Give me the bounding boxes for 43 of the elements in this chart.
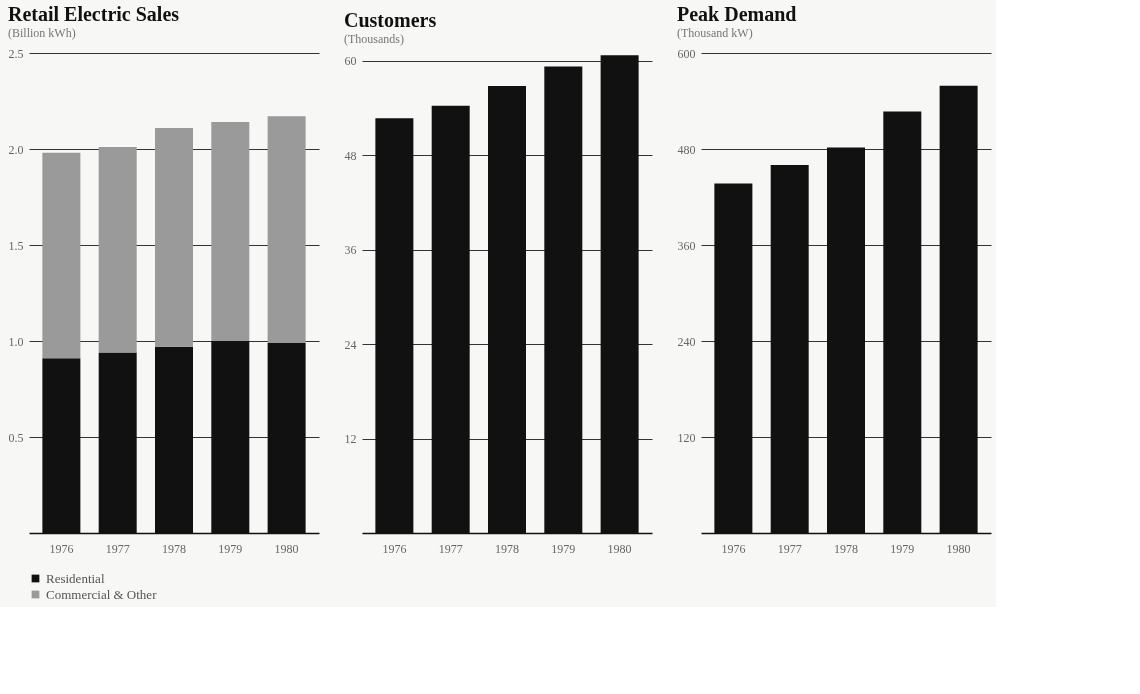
x-tick-label: 1980 bbox=[274, 541, 299, 556]
x-tick-label: 1977 bbox=[438, 541, 463, 556]
y-tick-label: 480 bbox=[677, 142, 696, 157]
bar bbox=[267, 116, 306, 343]
x-tick-label: 1980 bbox=[607, 541, 632, 556]
y-tick-label: 0.5 bbox=[8, 430, 24, 445]
bar bbox=[98, 147, 137, 353]
x-tick-label: 1978 bbox=[495, 541, 519, 556]
y-tick-label: 2.5 bbox=[8, 46, 24, 61]
chart-subtitle: (Billion kWh) bbox=[8, 26, 76, 40]
x-tick-label: 1977 bbox=[777, 541, 802, 556]
legend-label: Commercial & Other bbox=[46, 586, 158, 602]
y-tick-label: 12 bbox=[344, 432, 357, 447]
chart-title: Peak Demand bbox=[677, 3, 797, 25]
x-tick-label: 1979 bbox=[218, 541, 243, 556]
x-tick-label: 1976 bbox=[49, 541, 74, 556]
y-tick-label: 360 bbox=[677, 238, 696, 253]
y-tick-label: 48 bbox=[344, 148, 357, 163]
x-tick-label: 1976 bbox=[721, 541, 746, 556]
chart-subtitle: (Thousand kW) bbox=[677, 26, 753, 40]
x-tick-label: 1979 bbox=[551, 541, 576, 556]
x-tick-label: 1978 bbox=[162, 541, 186, 556]
x-tick-label: 1978 bbox=[834, 541, 858, 556]
y-tick-label: 1.0 bbox=[8, 334, 24, 349]
x-tick-label: 1976 bbox=[382, 541, 407, 556]
y-tick-label: 2.0 bbox=[8, 142, 24, 157]
legend-label: Residential bbox=[46, 570, 105, 586]
x-tick-label: 1977 bbox=[105, 541, 130, 556]
bar bbox=[155, 127, 193, 347]
chart-title: Retail Electric Sales bbox=[8, 3, 180, 25]
y-tick-label: 120 bbox=[677, 430, 696, 445]
y-tick-label: 36 bbox=[344, 243, 357, 258]
bar bbox=[211, 122, 250, 341]
y-tick-label: 60 bbox=[344, 54, 357, 69]
chart-subtitle: (Thousands) bbox=[344, 32, 404, 46]
y-tick-label: 600 bbox=[677, 46, 696, 61]
y-tick-label: 24 bbox=[344, 337, 357, 352]
bar bbox=[42, 152, 81, 359]
y-tick-label: 1.5 bbox=[8, 238, 24, 253]
x-tick-label: 1980 bbox=[946, 541, 971, 556]
chart-title: Customers bbox=[344, 9, 437, 31]
y-tick-label: 240 bbox=[677, 334, 696, 349]
x-tick-label: 1979 bbox=[890, 541, 915, 556]
